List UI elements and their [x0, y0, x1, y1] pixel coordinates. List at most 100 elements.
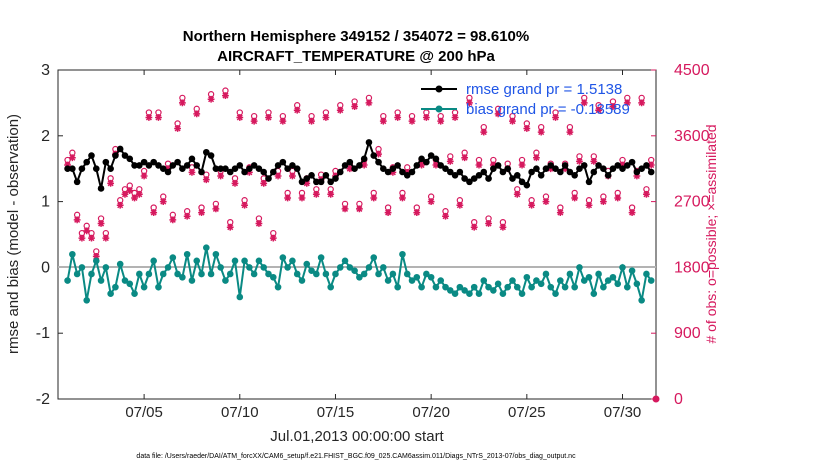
bias-point: [293, 270, 301, 278]
rmse-point: [403, 171, 411, 179]
obs-assimilated-point: [537, 128, 545, 136]
rmse-point: [566, 168, 574, 176]
obs-assimilated-point: [155, 114, 162, 121]
rmse-point: [509, 175, 516, 182]
obs-assimilated-point: [576, 157, 583, 165]
rmse-point: [260, 168, 268, 176]
bias-point: [327, 283, 334, 291]
obs-assimilated-point: [250, 117, 258, 125]
bias-point: [528, 283, 535, 291]
bias-point: [69, 250, 76, 258]
bias-point: [470, 283, 478, 291]
obs-assimilated-point: [150, 209, 158, 216]
rmse-point: [121, 152, 129, 159]
rmse-point: [552, 165, 559, 172]
obs-assimilated-point: [523, 125, 531, 132]
rmse-point: [274, 162, 282, 169]
y-axis-right-label: # of obs: o=possible; ×=assimilated: [703, 124, 719, 343]
obs-assimilated-point: [394, 114, 402, 121]
bias-point: [289, 257, 296, 265]
obs-assimilated-point: [494, 110, 502, 118]
obs-assimilated-point: [140, 172, 148, 180]
obs-assimilated-point: [298, 194, 306, 202]
obs-assimilated-point: [159, 198, 167, 205]
rmse-point: [633, 168, 641, 176]
bias-point: [131, 290, 138, 298]
rmse-point: [360, 155, 368, 163]
bias-point: [446, 287, 454, 294]
bias-point: [97, 277, 105, 284]
rmse-point: [313, 178, 320, 186]
rmse-point: [418, 155, 425, 163]
rmse-point: [159, 165, 167, 172]
obs-assimilated-point: [542, 198, 550, 205]
rmse-point: [198, 168, 205, 176]
bias-point: [403, 270, 411, 278]
obs-assimilated-point: [145, 114, 153, 121]
obs-assimilated-point: [370, 194, 378, 202]
bias-point: [116, 260, 124, 268]
rmse-point: [341, 162, 349, 169]
obs-assimilated-point: [580, 99, 588, 107]
bias-point: [183, 250, 191, 258]
bias-point: [140, 283, 148, 291]
bias-point: [623, 283, 631, 291]
obs-assimilated-point: [556, 209, 564, 216]
obs-assimilated-point: [322, 114, 330, 121]
rmse-point: [375, 158, 382, 166]
obs-assimilated-point: [422, 114, 430, 121]
y-right-tick-label: 2700: [674, 194, 710, 211]
obs-assimilated-point: [212, 205, 220, 213]
obs-assimilated-point: [126, 187, 134, 195]
rmse-point: [97, 185, 105, 192]
bias-point: [451, 290, 459, 298]
bias-point: [126, 280, 134, 288]
bias-point: [365, 264, 373, 271]
rmse-point: [73, 178, 81, 186]
rmse-point: [78, 165, 86, 172]
y-left-tick-label: 0: [41, 259, 50, 276]
bias-point: [647, 277, 655, 284]
legend-bias-label: bias grand pr = -0.13589: [466, 101, 630, 118]
x-axis: 07/05 07/10 07/15 07/20 07/25 07/30: [125, 70, 641, 421]
obs-assimilated-point: [222, 92, 229, 99]
obs-assimilated-point: [628, 209, 636, 216]
rmse-point: [246, 165, 253, 172]
obs-assimilated-point: [509, 117, 516, 125]
obs-assimilated-point: [643, 190, 650, 198]
x-tick-label: 07/15: [317, 404, 355, 421]
obs-assimilated-point: [384, 209, 392, 216]
obs-assimilated-point: [533, 154, 540, 162]
bias-point: [145, 270, 153, 278]
bias-point: [413, 273, 421, 281]
x-tick-label: 07/05: [125, 404, 163, 421]
obs-assimilated-point: [169, 216, 177, 224]
bias-point: [346, 264, 354, 271]
obs-assimilated-point: [183, 212, 191, 220]
bias-point: [250, 270, 258, 278]
bias-point: [279, 254, 287, 261]
rmse-point: [203, 148, 210, 156]
rmse-point: [413, 162, 421, 169]
obs-assimilated-point: [451, 114, 459, 121]
y-right-tick-label: 3600: [674, 128, 710, 145]
rmse-point: [88, 152, 95, 159]
obs-assimilated-point: [289, 172, 296, 180]
obs-assimilated-point: [446, 157, 454, 165]
bias-point: [303, 260, 311, 268]
obs-assimilated-point: [116, 201, 124, 209]
obs-assimilated-point: [121, 190, 129, 198]
bias-point: [351, 267, 358, 274]
rmse-point: [423, 158, 430, 166]
rmse-point: [327, 178, 334, 186]
bias-point: [212, 250, 220, 258]
obs-assimilated-point: [88, 234, 95, 242]
bias-point: [595, 270, 602, 278]
obs-assimilated-point: [470, 223, 478, 231]
rmse-point: [255, 165, 263, 172]
rmse-point: [442, 165, 449, 172]
bias-point: [456, 283, 464, 291]
bias-point: [432, 283, 440, 291]
bias-point: [499, 290, 507, 298]
obs-assimilated-point: [174, 125, 181, 132]
